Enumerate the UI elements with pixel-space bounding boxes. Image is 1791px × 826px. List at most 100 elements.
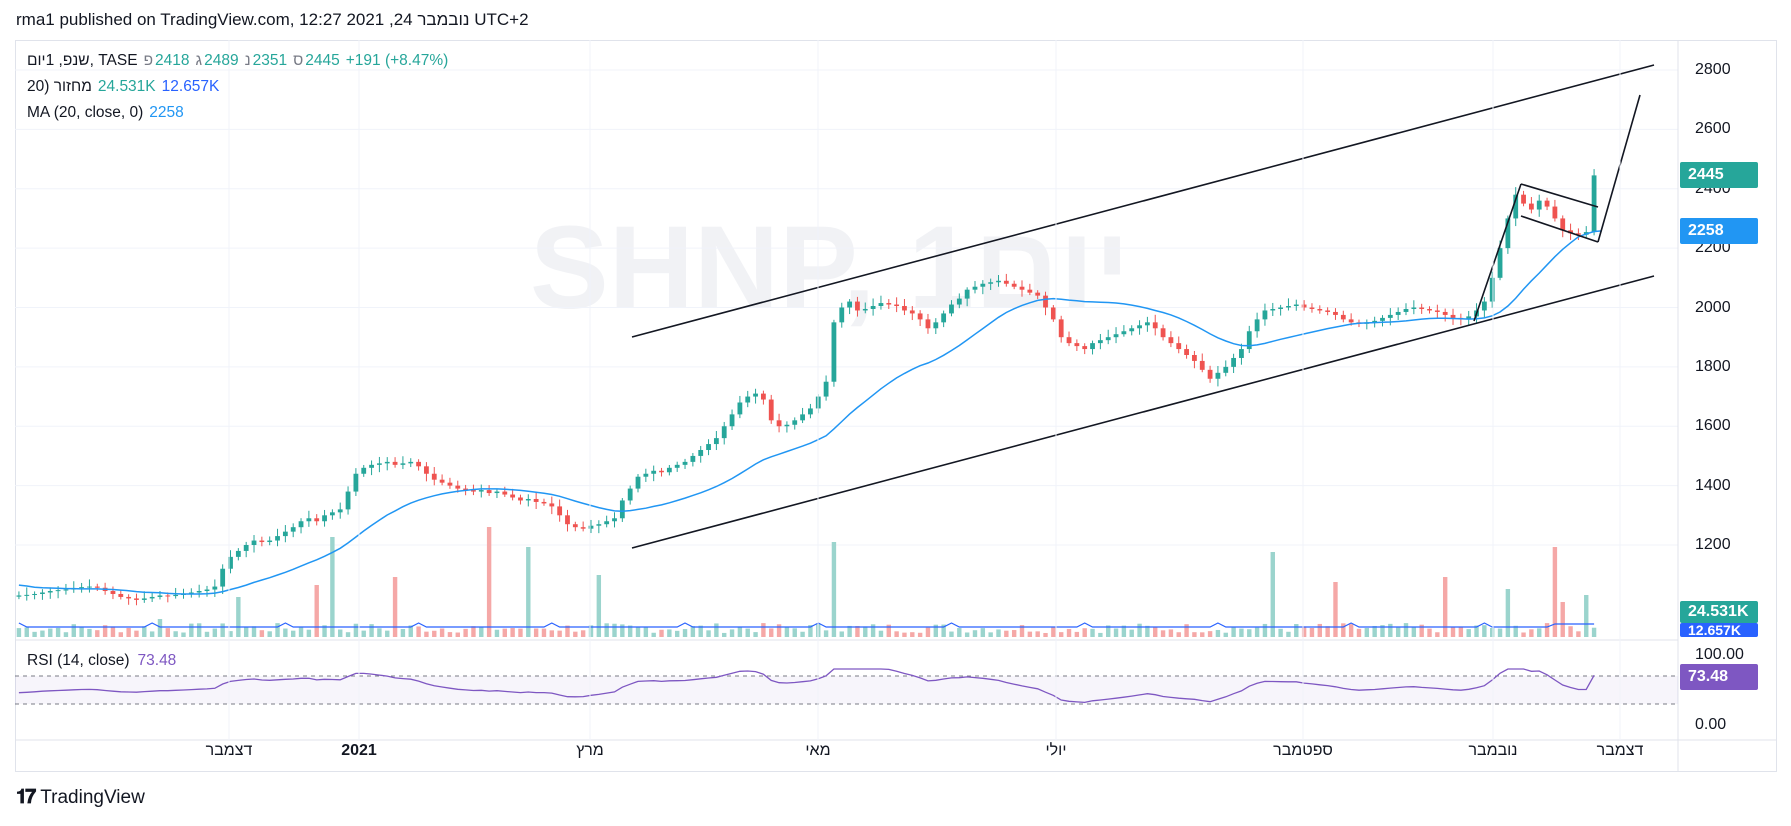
candle-body	[565, 515, 570, 525]
volume-bar	[1184, 624, 1189, 637]
volume-bar	[1560, 602, 1565, 637]
candle-body	[706, 444, 711, 450]
volume-bar	[1262, 623, 1268, 637]
candle-body	[988, 282, 994, 284]
price-tick-label: 2800	[1695, 61, 1731, 78]
legend-ma-label[interactable]: MA (20, close, 0)	[27, 104, 144, 121]
volume-bar	[142, 626, 147, 637]
candle-body	[808, 408, 813, 415]
volume-bar	[667, 629, 672, 637]
volume-bar	[1348, 624, 1354, 637]
legend-volume-label[interactable]: מחזור (20	[27, 78, 92, 95]
volume-bar	[635, 626, 641, 637]
time-tick-label: דצמבר	[205, 742, 253, 759]
volume-bar	[432, 630, 437, 637]
candle-body	[855, 301, 860, 311]
volume-bar	[674, 630, 680, 637]
candle-body	[235, 550, 241, 557]
candle-body	[126, 596, 132, 599]
time-tick-label: מאי	[805, 742, 831, 759]
candle-body	[909, 310, 915, 314]
volume-bar	[392, 577, 398, 637]
tradingview-footer[interactable]: 𝟏𝟕 TradingView	[16, 786, 145, 809]
candle-body	[941, 313, 947, 323]
volume-bar	[369, 624, 374, 637]
volume-bar	[933, 624, 939, 637]
volume-bar	[651, 632, 656, 637]
volume-bar	[541, 628, 547, 637]
volume-bar	[964, 632, 970, 637]
candle-body	[1286, 306, 1291, 308]
candle-body	[917, 313, 923, 320]
channel-lower-line	[631, 275, 1655, 549]
candle-body	[753, 393, 758, 397]
candle-body	[831, 322, 837, 382]
candle-body	[1333, 311, 1338, 315]
volume-bar	[1098, 632, 1103, 637]
volume-bar	[118, 632, 123, 637]
volume-bar	[361, 630, 366, 637]
candle-body	[713, 438, 719, 445]
volume-bar	[1356, 628, 1362, 637]
candle-body	[1090, 343, 1095, 350]
candle-body	[1434, 310, 1440, 312]
tradingview-logo-icon: 𝟏𝟕	[16, 786, 36, 808]
volume-bar	[823, 630, 829, 637]
volume-bar	[1051, 626, 1056, 637]
volume-bar	[400, 628, 406, 637]
candle-body	[1481, 301, 1487, 311]
candle-body	[188, 592, 194, 594]
legend-low-label: נ	[244, 52, 251, 69]
legend-volume-ma: 12.657K	[161, 78, 220, 95]
candle-body	[110, 591, 116, 594]
candle-body	[1403, 308, 1409, 312]
candle-body	[63, 589, 69, 591]
legend-rsi-label[interactable]: RSI (14, close)	[27, 652, 130, 669]
candle-body	[447, 482, 453, 486]
volume-bar	[847, 625, 852, 637]
candle-body	[1003, 280, 1009, 284]
volume-bar	[149, 631, 155, 637]
volume-bar	[1129, 629, 1134, 637]
volume-bar	[408, 625, 413, 637]
volume-bar	[447, 632, 453, 637]
volume-bar	[189, 623, 194, 637]
legend-change: +191 (+8.47%)	[345, 52, 449, 69]
volume-bar	[761, 623, 766, 637]
volume-bar	[776, 624, 782, 637]
volume-bar	[1442, 577, 1448, 637]
publish-header: rma1 published on TradingView.com, 12:27…	[16, 10, 529, 29]
candle-body	[776, 420, 782, 427]
candle-body	[800, 414, 805, 421]
candle-body	[228, 556, 233, 569]
candle-body	[400, 463, 406, 465]
time-tick-label: דצמבר	[1596, 742, 1644, 759]
volume-bar	[455, 632, 460, 637]
candle-body	[870, 306, 876, 309]
volume-bar	[612, 623, 617, 637]
legend-volume: מחזור (20 24.531K 12.657K	[27, 78, 219, 96]
volume-bar	[510, 628, 515, 637]
volume-bar	[941, 624, 946, 637]
volume-bar	[1537, 628, 1542, 637]
candle-body	[972, 286, 978, 290]
volume-bar	[886, 624, 891, 637]
volume-bar	[1584, 595, 1589, 637]
ma-value-badge: 2258	[1680, 218, 1758, 244]
candle-body	[1528, 203, 1534, 210]
volume-bar	[698, 625, 703, 637]
volume-bar	[972, 630, 978, 637]
candle-body	[1505, 218, 1511, 249]
ma-line	[18, 230, 1602, 595]
volume-bar	[855, 626, 860, 637]
rsi-value-badge: 73.48	[1680, 664, 1758, 690]
candle-body	[1207, 369, 1213, 379]
volume-bar	[95, 630, 100, 637]
candle-body	[1348, 319, 1354, 323]
volume-bar	[557, 630, 562, 637]
candle-body	[1262, 310, 1268, 320]
price-tick-label: 1800	[1695, 357, 1731, 375]
candle-body	[502, 491, 508, 495]
legend-symbol[interactable]: שנפ, 1יום, TASE	[27, 52, 138, 69]
